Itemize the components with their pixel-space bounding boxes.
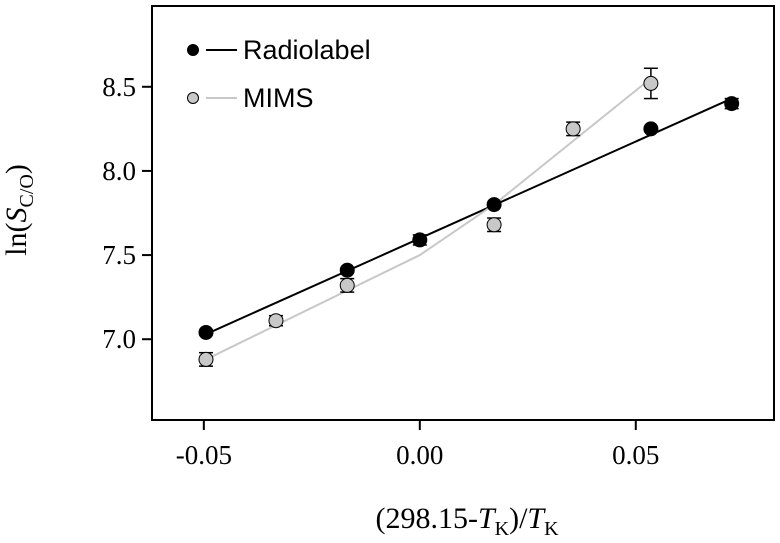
mims-point [198, 351, 214, 367]
x-label-mid: )/ [509, 502, 528, 535]
axis-ticks: -0.05 0.00 0.05 7.0 7.5 8.0 8.5 [102, 72, 659, 470]
y-label-variable: S [0, 208, 33, 223]
mims-point [268, 313, 284, 329]
radiolabel-trend-line [205, 97, 733, 336]
radiolabel-point [339, 262, 355, 278]
mims-point [565, 121, 581, 137]
mims-point [643, 75, 659, 91]
x-tick-label: 0.05 [612, 440, 659, 470]
mims-point [486, 217, 502, 233]
radiolabel-point [486, 197, 502, 213]
x-tick-label: 0.00 [396, 440, 443, 470]
legend-mims-marker [187, 92, 199, 104]
legend-radiolabel-label: Radiolabel [243, 35, 371, 65]
radiolabel-point [724, 96, 740, 112]
x-label-prefix: (298.15- [375, 502, 477, 535]
svg-text:ln(SC/O): ln(SC/O) [0, 164, 38, 256]
legend: Radiolabel MIMS [187, 35, 371, 113]
radiolabel-point [412, 232, 428, 248]
legend-mims-label: MIMS [243, 83, 314, 113]
data-points [198, 67, 740, 367]
svg-text:(298.15-TK)/TK: (298.15-TK)/TK [375, 502, 559, 540]
legend-radiolabel-marker [187, 44, 199, 56]
trend-lines [205, 77, 733, 361]
y-tick-label: 8.0 [102, 156, 136, 186]
x-label-sub1: K [495, 518, 510, 540]
y-axis-label: ln(SC/O) [0, 164, 38, 256]
x-label-var2: T [527, 502, 546, 535]
y-tick-label: 7.5 [102, 240, 136, 270]
radiolabel-point [198, 324, 214, 340]
plot-frame [151, 5, 775, 421]
y-label-suffix: ) [0, 164, 33, 174]
x-label-sub2: K [544, 518, 559, 540]
y-label-prefix: ln( [0, 223, 33, 256]
y-label-subscript: C/O [16, 174, 38, 207]
y-tick-label: 7.0 [102, 324, 136, 354]
y-tick-label: 8.5 [102, 72, 136, 102]
mims-trend-line [205, 77, 652, 361]
x-tick-label: -0.05 [176, 440, 232, 470]
x-axis-label: (298.15-TK)/TK [375, 502, 559, 540]
mims-point [339, 277, 355, 293]
x-label-var1: T [478, 502, 497, 535]
radiolabel-point [643, 121, 659, 137]
